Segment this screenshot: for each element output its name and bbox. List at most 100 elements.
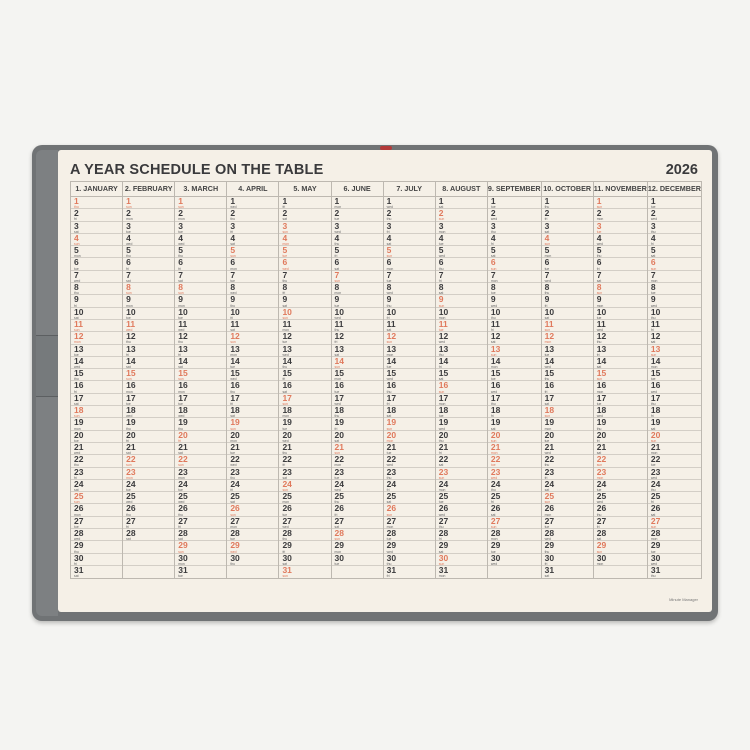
day-cell[interactable]: 6 sun: [487, 258, 541, 271]
day-cell[interactable]: 29 sun: [593, 541, 647, 554]
day-cell[interactable]: 13 sun: [487, 344, 541, 357]
day-cell[interactable]: 3 thu: [647, 221, 701, 234]
day-cell[interactable]: 16 mon: [175, 381, 227, 394]
day-cell[interactable]: 10 thu: [487, 307, 541, 320]
day-cell[interactable]: 19 thu: [123, 418, 175, 431]
day-cell[interactable]: 11 mon: [279, 319, 331, 333]
day-cell[interactable]: 8 thu: [541, 283, 593, 296]
day-cell[interactable]: 5 thu: [123, 246, 175, 259]
day-cell[interactable]: 1 sun: [175, 197, 227, 210]
day-cell[interactable]: 13 tue: [541, 344, 593, 357]
day-cell[interactable]: 16 wed: [487, 381, 541, 394]
day-cell[interactable]: 25 mon: [279, 492, 331, 505]
day-cell[interactable]: 12 thu: [175, 332, 227, 345]
day-cell[interactable]: 20 sun: [647, 430, 701, 443]
day-cell[interactable]: 18 fri: [647, 406, 701, 419]
day-cell[interactable]: 23 wed: [647, 467, 701, 480]
day-cell[interactable]: 31 tue: [175, 565, 226, 578]
day-cell[interactable]: 22 sun: [123, 455, 175, 468]
day-cell[interactable]: 4 sun: [71, 233, 123, 247]
day-cell[interactable]: 21 sun: [331, 442, 383, 456]
day-cell[interactable]: 19 thu: [593, 418, 647, 431]
day-cell[interactable]: 19 fri: [331, 418, 383, 431]
day-cell[interactable]: 7 sat: [593, 270, 647, 284]
day-cell[interactable]: 4 fri: [487, 233, 541, 247]
day-cell[interactable]: 27 tue: [541, 516, 593, 530]
day-cell[interactable]: 22 sun: [593, 455, 647, 468]
day-cell[interactable]: 6 sat: [331, 258, 383, 271]
day-cell[interactable]: 26 thu: [593, 504, 647, 517]
day-cell[interactable]: 25 thu: [331, 492, 383, 505]
day-cell[interactable]: 9 thu: [383, 295, 435, 308]
day-cell[interactable]: 7 sun: [331, 270, 383, 284]
day-cell[interactable]: 4 sat: [227, 233, 279, 247]
day-cell[interactable]: 9 sun: [435, 295, 487, 308]
day-cell[interactable]: 7 fri: [435, 270, 487, 284]
day-cell[interactable]: 2 sun: [435, 209, 487, 222]
day-cell[interactable]: 28 mon: [487, 529, 541, 542]
day-cell[interactable]: 1 sun: [593, 197, 647, 210]
day-cell[interactable]: 17 sat: [541, 393, 593, 407]
day-cell[interactable]: 21 fri: [435, 442, 487, 456]
day-cell[interactable]: 27 fri: [175, 516, 227, 530]
day-cell[interactable]: 14 sat: [175, 356, 227, 370]
day-cell[interactable]: 15 tue: [487, 369, 541, 382]
day-cell[interactable]: 5 mon: [541, 246, 593, 259]
day-cell[interactable]: 13 tue: [71, 344, 123, 357]
day-cell[interactable]: 26 thu: [123, 504, 175, 517]
day-cell[interactable]: 22 tue: [647, 455, 701, 468]
day-cell[interactable]: 16 sat: [279, 381, 331, 394]
day-cell[interactable]: 23 mon: [123, 467, 175, 480]
day-cell[interactable]: 24 tue: [123, 479, 175, 493]
day-cell[interactable]: 20 mon: [227, 430, 279, 443]
day-cell[interactable]: 28 sat: [593, 529, 647, 542]
day-cell[interactable]: 6 fri: [175, 258, 227, 271]
day-cell[interactable]: 19 mon: [541, 418, 593, 431]
day-cell[interactable]: 17 fri: [227, 393, 279, 407]
day-cell[interactable]: 22 sun: [175, 455, 227, 468]
day-cell[interactable]: 22 wed: [227, 455, 279, 468]
day-cell[interactable]: 22 mon: [331, 455, 383, 468]
day-cell[interactable]: 31 sun: [279, 565, 330, 578]
day-cell[interactable]: 3 thu: [487, 221, 541, 234]
day-cell[interactable]: 16 wed: [647, 381, 701, 394]
day-cell[interactable]: 2 wed: [647, 209, 701, 222]
day-cell[interactable]: 30 wed: [647, 553, 701, 566]
day-cell[interactable]: 30 thu: [383, 553, 435, 566]
day-cell[interactable]: 17 tue: [175, 393, 227, 407]
day-cell[interactable]: 13 mon: [227, 344, 279, 357]
day-cell[interactable]: 29 mon: [331, 541, 383, 554]
day-cell[interactable]: 19 sat: [487, 418, 541, 431]
day-cell[interactable]: 2 fri: [541, 209, 593, 222]
day-cell[interactable]: 12 sun: [383, 332, 435, 345]
day-cell[interactable]: 2 fri: [71, 209, 123, 222]
day-cell[interactable]: 4 wed: [593, 233, 647, 247]
day-cell[interactable]: 15 tue: [647, 369, 701, 382]
day-cell[interactable]: 21 tue: [383, 442, 435, 456]
day-cell[interactable]: 8 sun: [175, 283, 227, 296]
day-cell[interactable]: 22 thu: [541, 455, 593, 468]
day-cell[interactable]: 3 sat: [541, 221, 593, 234]
day-cell[interactable]: 26 mon: [71, 504, 123, 517]
day-cell[interactable]: 12 sat: [647, 332, 701, 345]
day-cell[interactable]: 2 thu: [227, 209, 279, 222]
day-cell[interactable]: 23 sun: [435, 467, 487, 480]
day-cell[interactable]: 12 fri: [331, 332, 383, 345]
day-cell[interactable]: 6 thu: [435, 258, 487, 271]
day-cell[interactable]: 23 mon: [593, 467, 647, 480]
day-cell[interactable]: 17 wed: [331, 393, 383, 407]
day-cell[interactable]: 29 sun: [175, 541, 227, 554]
day-cell[interactable]: 15 fri: [279, 369, 331, 382]
day-cell[interactable]: 27 mon: [383, 516, 435, 530]
day-cell[interactable]: 11 wed: [123, 319, 175, 333]
day-cell[interactable]: 16 tue: [331, 381, 383, 394]
day-cell[interactable]: 30 mon: [175, 553, 227, 566]
day-cell[interactable]: 20 sun: [487, 430, 541, 443]
day-cell[interactable]: 25 wed: [123, 492, 175, 505]
day-cell[interactable]: 28 mon: [647, 529, 701, 542]
day-cell[interactable]: 13 sun: [647, 344, 701, 357]
day-cell[interactable]: 24 sun: [279, 479, 331, 493]
day-cell[interactable]: 12 wed: [435, 332, 487, 345]
day-cell[interactable]: 31 mon: [436, 565, 487, 578]
day-cell[interactable]: 26 sat: [647, 504, 701, 517]
